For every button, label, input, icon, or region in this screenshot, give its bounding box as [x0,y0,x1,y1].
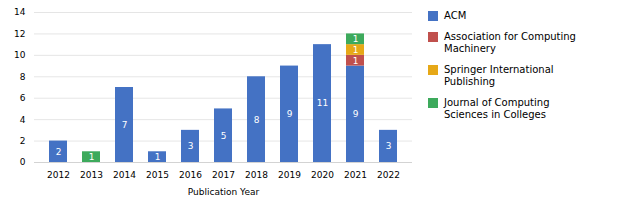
svg-text:Publication Year: Publication Year [188,187,260,197]
html-text:Journal of Computing Sciences: Journal of Computing Sciences in College… [444,97,550,120]
svg-text:2: 2 [56,147,62,157]
svg-text:7: 7 [122,120,128,130]
svg-text:14: 14 [14,7,26,17]
svg-text:2013: 2013 [80,170,103,180]
svg-text:0: 0 [20,157,26,167]
svg-text:2018: 2018 [245,170,268,180]
svg-text:2014: 2014 [113,170,136,180]
svg-text:2: 2 [20,136,26,146]
svg-text:1: 1 [353,45,359,55]
html-text:Springer International Publish: Springer International Publishing [444,64,554,87]
svg-text:8: 8 [254,115,260,125]
svg-text:2022: 2022 [377,170,400,180]
svg-text:2012: 2012 [47,170,70,180]
svg-text:1: 1 [353,34,359,44]
svg-text:10: 10 [14,50,26,60]
svg-text:8: 8 [20,72,26,82]
svg-text:3: 3 [386,141,392,151]
svg-text:9: 9 [353,109,359,119]
svg-text:9: 9 [287,109,293,119]
svg-text:6: 6 [20,93,26,103]
svg-text:2016: 2016 [179,170,202,180]
svg-text:4: 4 [20,115,26,125]
svg-text:2021: 2021 [344,170,367,180]
svg-text:12: 12 [14,29,25,39]
svg-text:1: 1 [89,152,95,162]
svg-text:2019: 2019 [278,170,301,180]
svg-text:5: 5 [221,131,227,141]
svg-text:11: 11 [317,98,328,108]
svg-text:1: 1 [155,152,161,162]
html-text:Association for Computing Mach: Association for Computing Machinery [444,31,576,54]
svg-text:2015: 2015 [146,170,169,180]
html-text:ACM: ACM [444,10,467,21]
svg-text:2017: 2017 [212,170,235,180]
svg-text:3: 3 [188,141,194,151]
svg-text:1: 1 [353,56,359,66]
svg-text:2020: 2020 [311,170,334,180]
